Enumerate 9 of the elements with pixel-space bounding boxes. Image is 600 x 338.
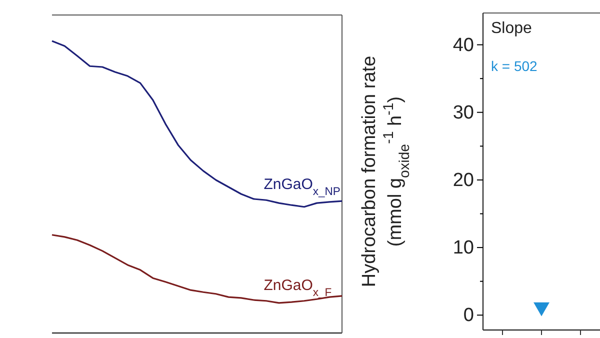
annotation: Slope xyxy=(491,20,532,37)
series-label: ZnGaO$_{x_NP}$ xyxy=(264,176,340,198)
y-tick-label: 40 xyxy=(452,34,474,56)
annotation: k = 502 xyxy=(491,58,538,74)
y-tick-label: 20 xyxy=(452,170,474,192)
y-tick-label: 10 xyxy=(452,238,474,259)
series-label: ZnGaO$_{x_F}$ xyxy=(264,277,332,300)
y-tick-label: 0 xyxy=(463,305,474,326)
y-tick-label: 30 xyxy=(452,102,474,124)
